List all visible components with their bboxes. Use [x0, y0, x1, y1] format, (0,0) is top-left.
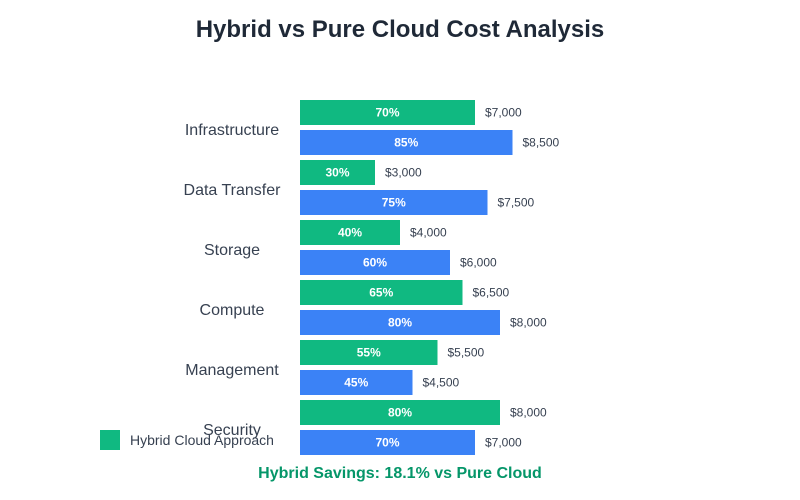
bar-value-label-pure-management: $4,500 — [423, 376, 460, 390]
bar-pure-security — [300, 430, 475, 455]
legend-label-hybrid: Hybrid Cloud Approach — [130, 432, 274, 448]
bar-value-label-hybrid-storage: $4,000 — [410, 226, 447, 240]
bar-value-label-pure-security: $7,000 — [485, 436, 522, 450]
bar-hybrid-infrastructure — [300, 100, 475, 125]
bar-pure-data-transfer — [300, 190, 488, 215]
category-label-data-transfer: Data Transfer — [184, 182, 282, 199]
chart-title: Hybrid vs Pure Cloud Cost Analysis — [195, 16, 605, 43]
category-label-compute: Compute — [200, 302, 265, 319]
bar-value-label-hybrid-security: $8,000 — [510, 406, 547, 420]
legend: Hybrid Cloud Approach — [100, 430, 274, 450]
category-label-infrastructure: Infrastructure — [185, 122, 279, 139]
bar-percent-label-hybrid-infrastructure: 70% — [375, 106, 399, 120]
bar-hybrid-data-transfer — [300, 160, 375, 185]
bar-pure-storage — [300, 250, 450, 275]
bar-percent-label-hybrid-security: 80% — [388, 406, 412, 420]
bar-pure-management — [300, 370, 413, 395]
bar-value-label-pure-storage: $6,000 — [460, 256, 497, 270]
bar-percent-label-pure-data-transfer: 75% — [382, 196, 406, 210]
bar-value-label-pure-data-transfer: $7,500 — [498, 196, 535, 210]
category-label-management: Management — [185, 362, 279, 379]
savings-summary: Hybrid Savings: 18.1% vs Pure Cloud — [258, 465, 542, 482]
bar-percent-label-pure-infrastructure: 85% — [394, 136, 418, 150]
bar-value-label-hybrid-infrastructure: $7,000 — [485, 106, 522, 120]
bar-value-label-hybrid-data-transfer: $3,000 — [385, 166, 422, 180]
category-label-storage: Storage — [204, 242, 260, 259]
bar-hybrid-management — [300, 340, 438, 365]
bar-percent-label-pure-storage: 60% — [363, 256, 387, 270]
bar-percent-label-hybrid-storage: 40% — [338, 226, 362, 240]
bar-value-label-hybrid-compute: $6,500 — [473, 286, 510, 300]
bar-percent-label-pure-compute: 80% — [388, 316, 412, 330]
bar-percent-label-hybrid-management: 55% — [357, 346, 381, 360]
bar-pure-compute — [300, 310, 500, 335]
bar-hybrid-compute — [300, 280, 463, 305]
bar-value-label-pure-infrastructure: $8,500 — [523, 136, 560, 150]
bar-value-label-pure-compute: $8,000 — [510, 316, 547, 330]
bar-percent-label-hybrid-compute: 65% — [369, 286, 393, 300]
category-label-security: Security — [203, 422, 261, 439]
bar-hybrid-storage — [300, 220, 400, 245]
legend-swatch-hybrid — [100, 430, 120, 450]
bar-percent-label-pure-security: 70% — [375, 436, 399, 450]
bar-value-label-hybrid-management: $5,500 — [448, 346, 485, 360]
bar-hybrid-security — [300, 400, 500, 425]
bar-pure-infrastructure — [300, 130, 513, 155]
bar-percent-label-pure-management: 45% — [344, 376, 368, 390]
bar-percent-label-hybrid-data-transfer: 30% — [325, 166, 349, 180]
